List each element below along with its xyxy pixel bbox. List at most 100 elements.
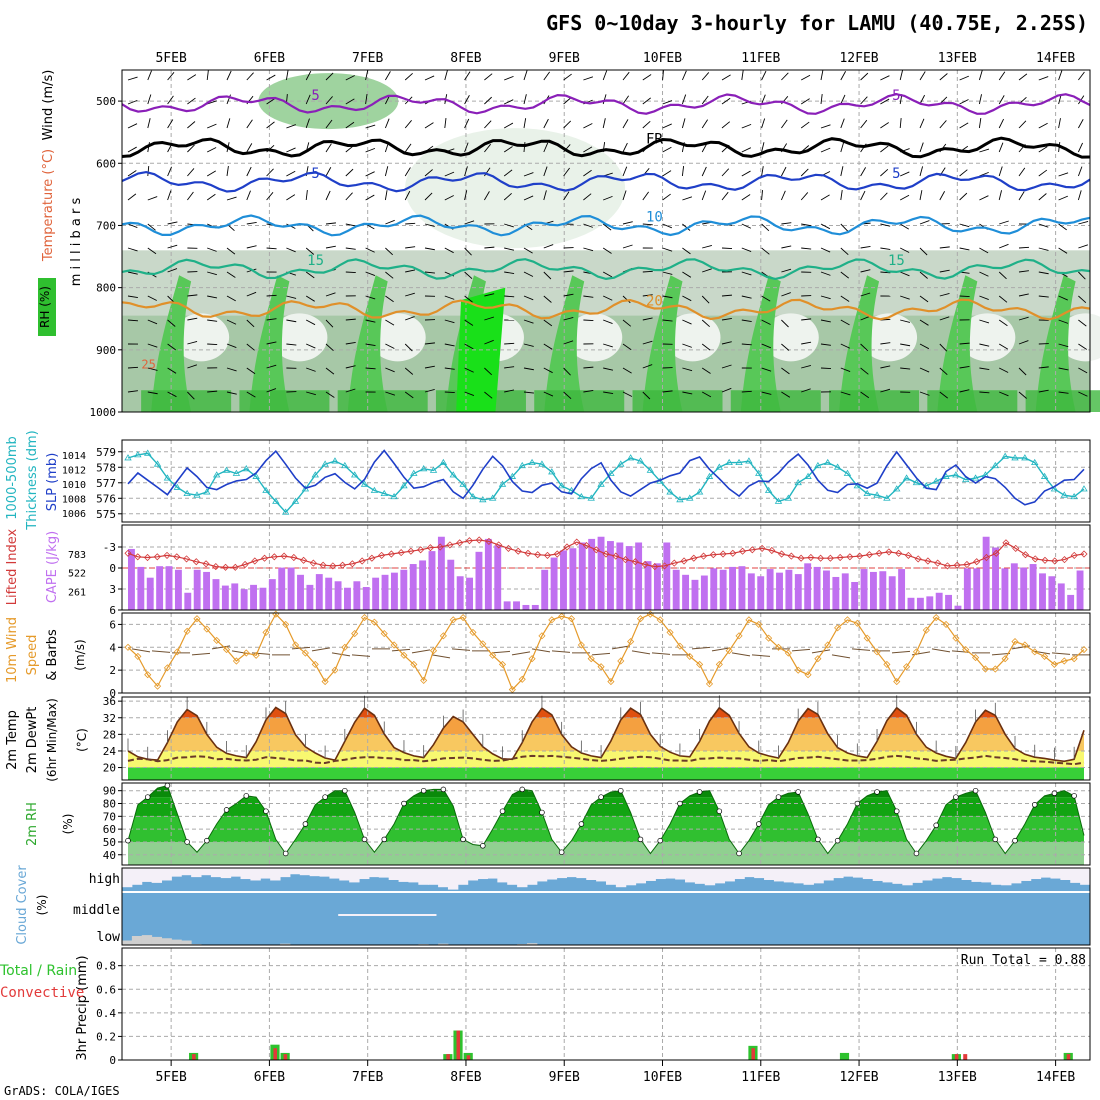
thickness-point (666, 488, 674, 495)
wind-barb (543, 295, 552, 303)
cape-bar (954, 605, 962, 610)
pressure-tick-label: 900 (96, 344, 116, 357)
wind-barb (385, 391, 396, 396)
wind-barb (504, 75, 514, 81)
wind-barb (1077, 166, 1083, 177)
wind-speed-point (449, 616, 457, 624)
cloud-high-clear (625, 868, 637, 886)
wind-speed-point (548, 616, 556, 624)
rh-point (401, 800, 407, 807)
cape-bar (597, 536, 605, 610)
thickness-point (676, 496, 684, 503)
wind-barb (167, 95, 174, 105)
wind-barb (662, 170, 672, 177)
wind-barb (127, 390, 138, 393)
precip-tick-label: 0.8 (96, 960, 116, 973)
cape-bar (757, 576, 765, 610)
thickness-point (577, 492, 586, 500)
wind-barb (424, 247, 435, 251)
wind-barb (741, 295, 752, 299)
wind-barb (365, 124, 376, 129)
cape-bar (1001, 568, 1009, 610)
wind-barb (820, 247, 831, 253)
wind-barb (880, 122, 889, 129)
wind-barb (899, 70, 904, 81)
lifted-index-point (397, 549, 405, 557)
lifted-index-point (748, 546, 756, 554)
wind-barb (246, 143, 253, 153)
wind-speed-point (291, 641, 300, 649)
wind-barb (603, 343, 613, 348)
wind-barb (563, 120, 572, 129)
wind-barb (900, 171, 910, 177)
lifted-index-point (856, 552, 864, 560)
wind-barb (147, 367, 158, 371)
cape-bar (494, 545, 502, 610)
lifted-index-point (1070, 551, 1078, 559)
wind-barb (741, 319, 752, 322)
wind-barb (880, 145, 889, 153)
cape-bar (550, 557, 558, 610)
surface-wind-barb (451, 648, 471, 651)
rh-point (440, 786, 447, 793)
wind-barb (404, 391, 414, 399)
lifted-index-point (1031, 555, 1039, 563)
wind-barb (741, 390, 752, 393)
wind-speed-point (903, 663, 911, 671)
surface-wind-barb (1031, 650, 1051, 655)
wind-barb (563, 367, 571, 376)
wind-barb (306, 391, 316, 396)
wind-barb (127, 247, 138, 252)
surface-wind-barb (411, 649, 431, 654)
wind-barb (1038, 169, 1048, 177)
wind-barb (385, 295, 394, 303)
wind-barb (266, 247, 277, 250)
wind-barb (701, 95, 709, 105)
wind-speed-point (370, 618, 378, 626)
wind-barb (781, 222, 792, 225)
wind-barb (642, 270, 653, 273)
wind-speed-point (400, 651, 408, 659)
lifted-index-point (719, 550, 727, 558)
cape-bar (569, 548, 577, 610)
surface-wind-barb (191, 652, 211, 656)
precip-frame (121, 947, 1091, 1061)
lifted-index-point (846, 553, 854, 561)
wind-speed-point (617, 657, 625, 665)
wind-barb (583, 169, 592, 177)
cloud-high-clear (675, 868, 686, 880)
thickness-tick-label: 575 (96, 508, 116, 521)
wind-barb (1038, 389, 1049, 393)
wind-barb (404, 190, 411, 201)
wind-speed-point (873, 648, 881, 656)
lifted-index-line (127, 539, 1085, 568)
wind-speed-point (725, 647, 733, 655)
wind-barb (701, 367, 711, 374)
wind-barb (226, 70, 232, 81)
wind10m-tick-label: 4 (109, 641, 116, 654)
wind-speed-point (439, 632, 447, 640)
wind-barb (583, 123, 593, 129)
wind-barb (523, 172, 534, 177)
wind-barb (603, 319, 613, 325)
wind-speed-point (981, 665, 990, 673)
precip-convective-bar (963, 1054, 968, 1060)
cape-bar (531, 604, 539, 610)
wind-barb (840, 247, 849, 255)
lifted-index-point (563, 543, 571, 551)
thickness-point (134, 451, 142, 458)
wind-barb (899, 223, 910, 230)
dewpoint-line (127, 754, 1085, 766)
wind-barb (207, 123, 217, 129)
thickness-point (429, 466, 438, 473)
thickness-point (469, 492, 477, 500)
wind-speed-point (853, 619, 861, 627)
cloud-high-clear (892, 868, 903, 884)
label-slp: SLP (mb) (45, 453, 60, 512)
wind-barb (543, 71, 550, 81)
wind-barb (603, 195, 613, 201)
wind-barb (464, 367, 474, 373)
wind-barb (266, 98, 276, 105)
wind-barb (721, 387, 732, 393)
wind-barb (504, 99, 514, 105)
